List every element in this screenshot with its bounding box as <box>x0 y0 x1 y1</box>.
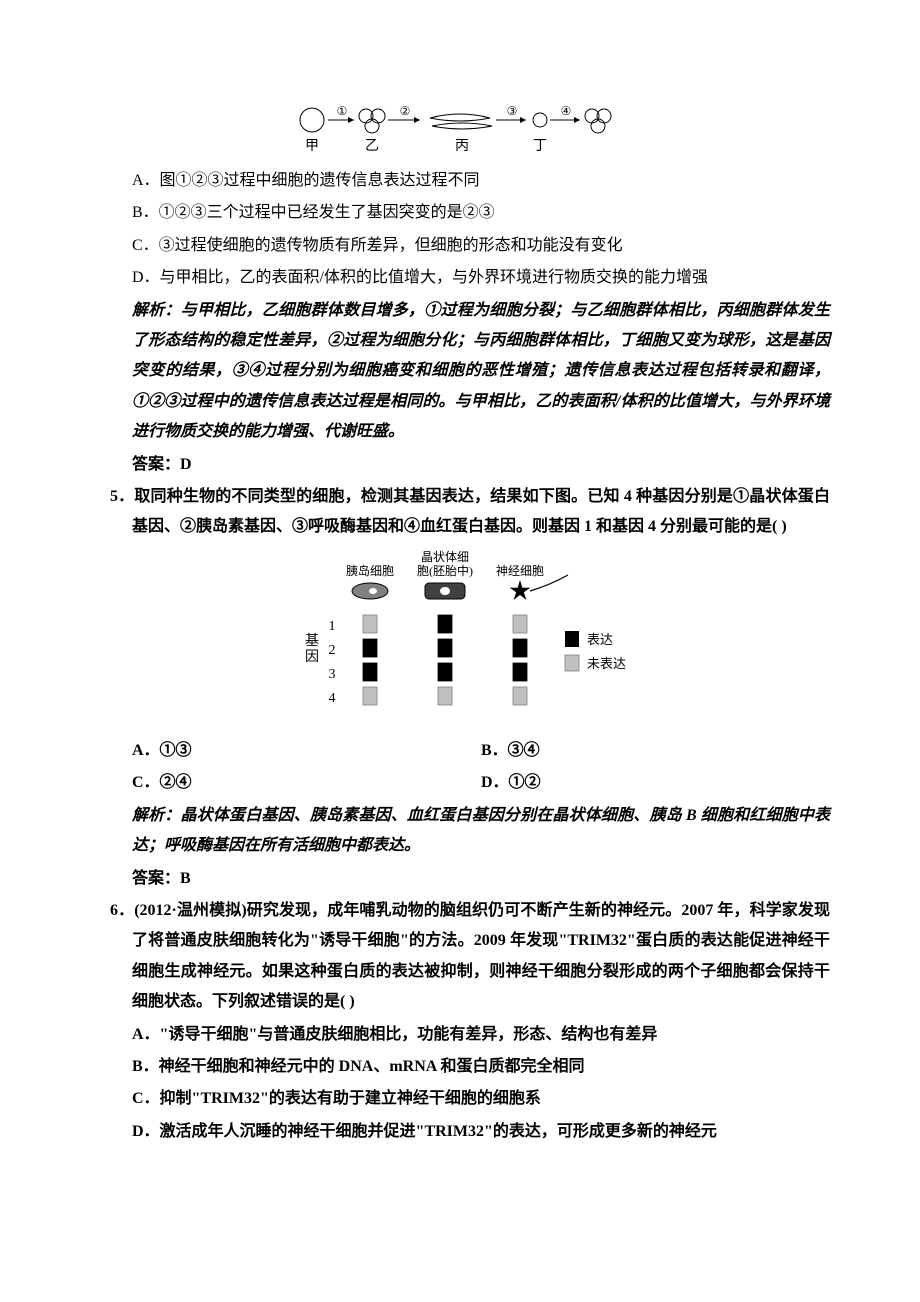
diagram-cell-process: 甲 ① 乙 ② 丙 ③ 丁 ④ <box>90 100 830 156</box>
q6-stem: 6．(2012·温州模拟)研究发现，成年哺乳动物的脑组织仍可不断产生新的神经元。… <box>90 896 830 1018</box>
svg-text:③: ③ <box>507 104 518 118</box>
svg-text:丙: 丙 <box>455 139 469 154</box>
q4-option-d: D．与甲相比，乙的表面积/体积的比值增大，与外界环境进行物质交换的能力增强 <box>90 263 830 293</box>
svg-text:表达: 表达 <box>587 632 613 647</box>
svg-text:1: 1 <box>329 619 336 634</box>
q5-option-a: A．①③ <box>132 736 481 766</box>
q5-option-c: C．②④ <box>132 768 481 798</box>
svg-text:3: 3 <box>329 667 336 682</box>
q4-explanation: 解析：与甲相比，乙细胞群体数目增多，①过程为细胞分裂；与乙细胞群体相比，丙细胞群… <box>90 296 830 448</box>
q5-explanation: 解析：晶状体蛋白基因、胰岛素基因、血红蛋白基因分别在晶状体细胞、胰岛 B 细胞和… <box>90 801 830 862</box>
svg-text:②: ② <box>400 104 411 118</box>
svg-text:未表达: 未表达 <box>587 656 626 671</box>
q5-answer: 答案：B <box>90 864 830 894</box>
svg-text:2: 2 <box>329 643 336 658</box>
svg-text:乙: 乙 <box>365 138 379 154</box>
q4-option-b: B．①②③三个过程中已经发生了基因突变的是②③ <box>90 198 830 228</box>
svg-text:胰岛细胞: 胰岛细胞 <box>346 563 394 578</box>
svg-text:①: ① <box>337 104 348 118</box>
svg-text:神经细胞: 神经细胞 <box>496 564 544 578</box>
q5-option-d: D．①② <box>481 768 830 798</box>
q4-option-a: A．图①②③过程中细胞的遗传信息表达过程不同 <box>90 166 830 196</box>
diagram-gene-expression: 晶状体细胞(胚胎中) 胰岛细胞 神经细胞基因 1 2 3 4 表达未表达 <box>90 549 830 730</box>
q6-option-a: A．"诱导干细胞"与普通皮肤细胞相比，功能有差异，形态、结构也有差异 <box>90 1020 830 1050</box>
svg-text:因: 因 <box>305 650 319 665</box>
svg-text:基: 基 <box>305 632 319 649</box>
q4-option-c: C．③过程使细胞的遗传物质有所差异，但细胞的形态和功能没有变化 <box>90 231 830 261</box>
svg-text:丁: 丁 <box>533 139 547 154</box>
svg-text:胞(胚胎中): 胞(胚胎中) <box>417 563 473 578</box>
q6-option-b: B．神经干细胞和神经元中的 DNA、mRNA 和蛋白质都完全相同 <box>90 1052 830 1082</box>
q5-stem: 5．取同种生物的不同类型的细胞，检测其基因表达，结果如下图。已知 4 种基因分别… <box>90 482 830 543</box>
q6-option-c: C．抑制"TRIM32"的表达有助于建立神经干细胞的细胞系 <box>90 1084 830 1114</box>
svg-text:4: 4 <box>329 691 336 706</box>
svg-text:晶状体细: 晶状体细 <box>421 550 469 564</box>
q4-answer: 答案：D <box>90 450 830 480</box>
svg-text:甲: 甲 <box>305 139 319 154</box>
q5-option-b: B．③④ <box>481 736 830 766</box>
q6-option-d: D．激活成年人沉睡的神经干细胞并促进"TRIM32"的表达，可形成更多新的神经元 <box>90 1117 830 1147</box>
svg-text:④: ④ <box>561 104 572 118</box>
